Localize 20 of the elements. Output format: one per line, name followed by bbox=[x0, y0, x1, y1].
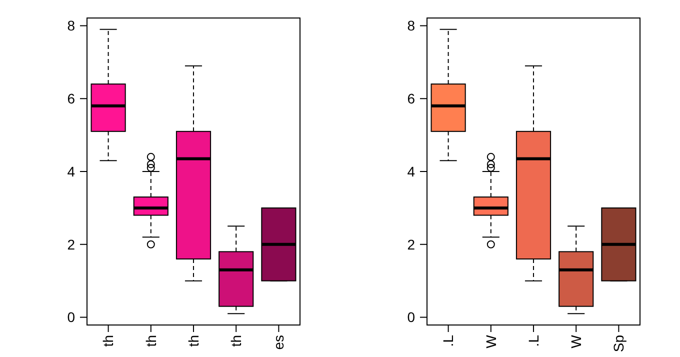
x-tick-label: es bbox=[270, 335, 287, 350]
x-tick-label: .L bbox=[525, 334, 542, 347]
x-tick-label: th bbox=[100, 335, 116, 347]
x-tick-label: W bbox=[482, 334, 499, 348]
y-tick-label: 6 bbox=[67, 90, 76, 107]
y-tick-label: 4 bbox=[67, 163, 76, 180]
y-tick-label: 0 bbox=[67, 309, 76, 326]
y-tick-label: 2 bbox=[67, 236, 76, 252]
x-tick-label: th bbox=[185, 335, 202, 347]
y-tick-label: 8 bbox=[407, 18, 416, 34]
y-tick-label: 4 bbox=[407, 163, 416, 180]
y-tick-label: 8 bbox=[67, 18, 76, 34]
x-tick-label: th bbox=[142, 335, 159, 347]
x-tick-label: Sp bbox=[610, 334, 627, 352]
y-tick-label: 6 bbox=[407, 90, 416, 107]
x-tick-label: .L bbox=[440, 334, 456, 347]
x-tick-label: W bbox=[568, 334, 584, 348]
y-tick-label: 2 bbox=[407, 236, 416, 252]
y-tick-label: 0 bbox=[407, 309, 416, 326]
x-tick-label: th bbox=[228, 335, 244, 347]
